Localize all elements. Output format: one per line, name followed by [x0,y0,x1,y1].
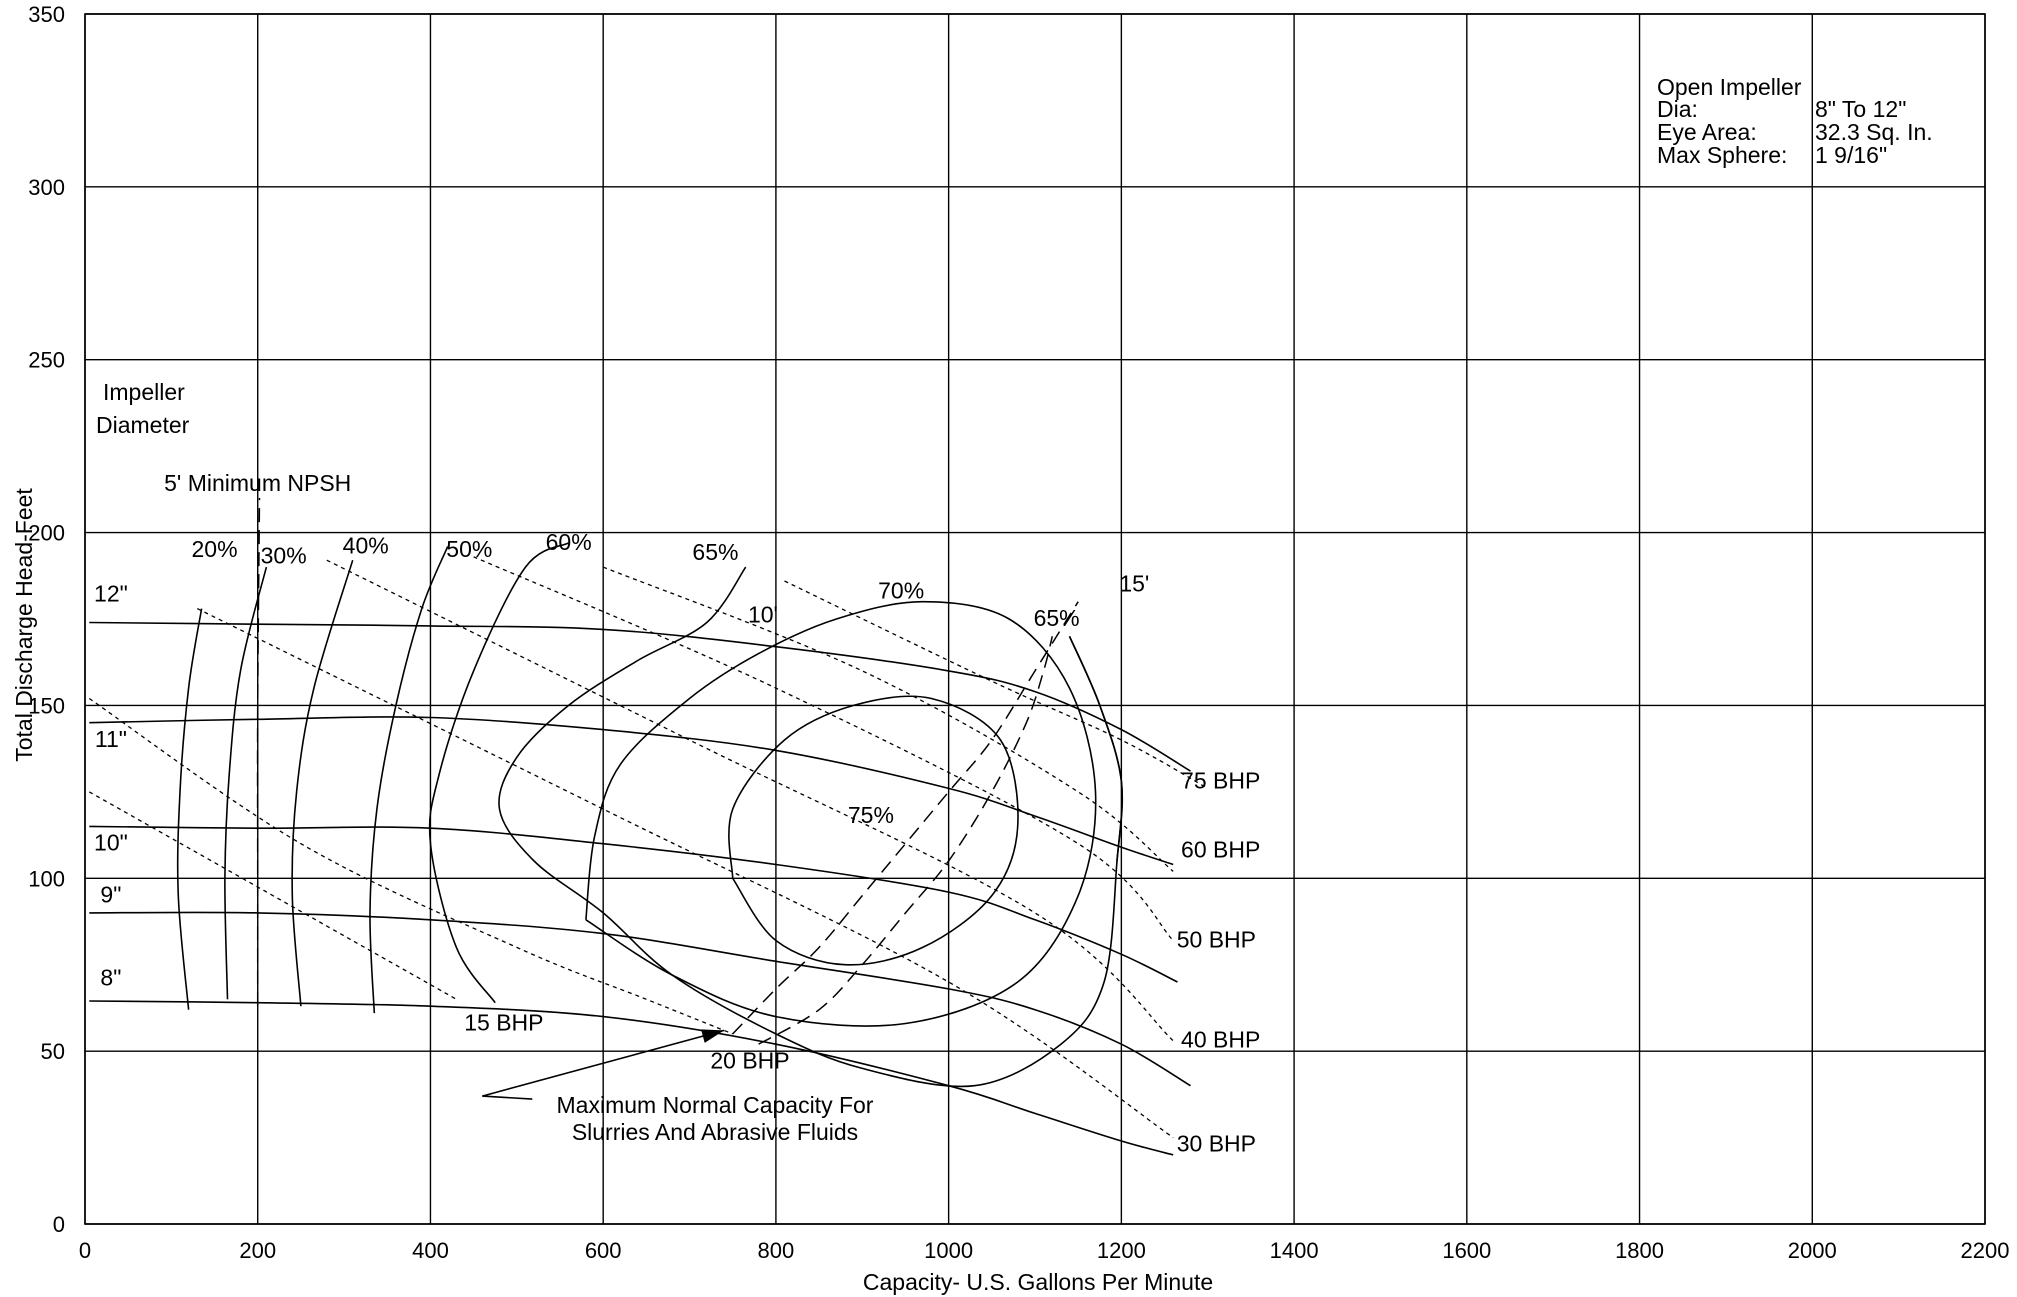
bhp-curve [784,580,1209,789]
bhp-label: 15 BHP [464,1009,543,1035]
bhp-curve [88,791,457,1000]
bhp-label: 40 BHP [1181,1027,1260,1053]
bhp-curve [88,697,733,1035]
y-tick-label: 200 [28,521,65,546]
efficiency-curve [728,695,1019,966]
spec-title: Open Impeller [1657,74,1802,100]
annotation-line2: Slurries And Abrasive Fluids [572,1119,858,1145]
head-label: 9" [100,881,121,907]
efficiency-curve [428,542,569,1004]
y-tick-label: 300 [28,175,65,200]
x-tick-label: 200 [239,1238,276,1263]
curve-labels: 12" 11" 10" 9" 8" 20% 30% 40% 50% 60% 65% 70% 65% 75%… [94,470,1260,1156]
axis-ticks: 0 200 400 600 800 1000 1200 1400 1600 1800 2000 220… [28,2,2009,1263]
head-curve [89,716,1174,866]
efficiency-curve [585,600,1097,1027]
spec-sphere-label: Max Sphere: [1657,142,1787,168]
x-tick-label: 1600 [1442,1238,1491,1263]
npsh-curve [256,497,261,1007]
npsh-curve [758,636,1054,1045]
efficiency-label: 60% [546,529,592,555]
spec-dia-value: 8" To 12" [1815,96,1906,122]
y-tick-label: 0 [53,1212,65,1237]
spec-eye-label: Eye Area: [1657,119,1757,145]
x-tick-label: 0 [79,1238,91,1263]
bhp-label: 75 BHP [1181,767,1260,793]
x-tick-label: 400 [412,1238,449,1263]
x-tick-label: 1800 [1615,1238,1664,1263]
series-layer [88,497,1209,1156]
x-tick-label: 2000 [1788,1238,1837,1263]
y-tick-label: 50 [41,1039,65,1064]
efficiency-label: 40% [343,532,389,558]
grid [84,13,1986,1225]
annotation-arrow-line [482,1029,725,1097]
y-axis-title: Total Discharge Head-Feet [11,488,37,762]
head-label: 8" [100,964,121,990]
x-tick-label: 1400 [1270,1238,1319,1263]
bhp-label: 50 BHP [1177,926,1256,952]
npsh-label: 10' [748,601,778,627]
annotation-line1: Maximum Normal Capacity For [557,1092,874,1118]
efficiency-curve [1068,635,1123,862]
y-tick-label: 150 [28,693,65,718]
efficiency-label: 65% [1034,605,1080,631]
bhp-label: 60 BHP [1181,837,1260,863]
annotation-arrowhead [701,1029,725,1043]
spec-eye-value: 32.3 Sq. In. [1815,119,1933,145]
bhp-label: 20 BHP [710,1047,789,1073]
npsh-label: 5' Minimum NPSH [164,470,351,496]
x-tick-label: 1000 [924,1238,973,1263]
efficiency-label: 75% [848,802,894,828]
efficiency-label: 20% [192,536,238,562]
efficiency-curve [369,546,449,1014]
bhp-curve [602,566,1174,872]
x-tick-label: 600 [585,1238,622,1263]
bhp-curve [326,559,1174,1042]
head-curve [89,825,1178,983]
x-tick-label: 2200 [1961,1238,2010,1263]
head-label: 11" [95,726,127,752]
bhp-curve [197,608,1174,1139]
impeller-diameter-title-line2: Diameter [96,412,190,438]
efficiency-label: 30% [261,543,307,569]
efficiency-label: 50% [446,536,492,562]
bhp-label: 30 BHP [1177,1130,1256,1156]
annotation-leader [482,1095,533,1100]
npsh-label: 15' [1119,570,1149,596]
efficiency-curve [291,559,354,1007]
y-tick-label: 100 [28,866,65,891]
efficiency-label: 70% [878,577,924,603]
efficiency-curve [176,608,203,1010]
x-axis-title: Capacity- U.S. Gallons Per Minute [863,1269,1213,1295]
y-tick-label: 350 [28,2,65,27]
spec-box: Open Impeller Dia: 8" To 12" Eye Area: 3… [1657,74,1933,168]
spec-dia-label: Dia: [1657,96,1698,122]
efficiency-label: 65% [692,539,738,565]
npsh-curve [732,601,1079,1035]
head-curve [89,911,1191,1087]
head-label: 12" [94,581,128,607]
impeller-diameter-title-line1: Impeller [103,379,185,405]
head-label: 10" [94,830,128,856]
y-tick-label: 250 [28,348,65,373]
spec-sphere-value: 1 9/16" [1815,142,1887,168]
bhp-curve [473,556,1174,941]
x-tick-label: 1200 [1097,1238,1146,1263]
head-curve [89,621,1191,772]
efficiency-curve [224,566,268,1000]
x-tick-label: 800 [758,1238,795,1263]
max-capacity-annotation: Maximum Normal Capacity For Slurries And… [557,1092,874,1145]
